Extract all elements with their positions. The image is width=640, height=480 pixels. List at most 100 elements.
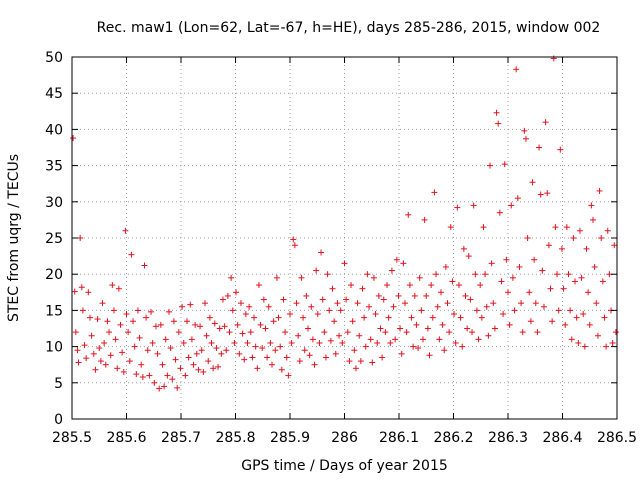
x-tick-label: 286.1 <box>379 430 419 446</box>
data-point <box>83 355 90 362</box>
data-point <box>226 329 233 336</box>
data-point <box>273 274 280 281</box>
data-point <box>457 314 464 321</box>
data-point <box>490 300 497 307</box>
data-point <box>128 251 135 258</box>
data-point <box>131 343 138 350</box>
data-point <box>354 300 361 307</box>
data-point <box>380 296 387 303</box>
data-point <box>514 195 521 202</box>
data-point <box>104 318 111 325</box>
data-point <box>403 329 410 336</box>
data-point <box>246 303 253 310</box>
data-point <box>534 329 541 336</box>
data-point <box>339 339 346 346</box>
data-point <box>257 321 264 328</box>
data-point <box>272 347 279 354</box>
data-point <box>362 343 369 350</box>
data-point <box>148 308 155 315</box>
y-tick-label: 25 <box>45 231 63 247</box>
data-point <box>459 343 466 350</box>
y-tick-label: 15 <box>45 303 63 319</box>
y-tick-label: 20 <box>45 267 63 283</box>
data-point <box>586 321 593 328</box>
data-point <box>239 330 246 337</box>
data-point <box>426 352 433 359</box>
data-point <box>278 366 285 373</box>
data-points <box>70 55 619 392</box>
data-point <box>280 296 287 303</box>
data-point <box>482 271 489 278</box>
data-point <box>133 371 140 378</box>
data-point <box>501 161 508 168</box>
data-point <box>527 318 534 325</box>
data-point <box>99 300 106 307</box>
data-point <box>580 311 587 318</box>
axis-ticks: 285.5 285.6 285.7 285.8 285.9 286 286.1 286.2 28… <box>45 50 637 446</box>
data-point <box>70 135 77 142</box>
data-point <box>154 350 161 357</box>
data-point <box>550 55 557 62</box>
y-axis-label: STEC from uqrg / TECUs <box>6 154 22 322</box>
data-point <box>609 339 616 346</box>
data-point <box>211 320 218 327</box>
data-point <box>319 296 326 303</box>
data-point <box>552 224 559 231</box>
data-point <box>134 307 141 314</box>
data-point <box>491 325 498 332</box>
data-point <box>591 263 598 270</box>
data-point <box>313 267 320 274</box>
data-point <box>309 336 316 343</box>
data-point <box>370 274 377 281</box>
data-point <box>503 256 510 263</box>
data-point <box>429 314 436 321</box>
data-point <box>270 318 277 325</box>
data-point <box>75 359 82 366</box>
data-point <box>107 352 114 359</box>
data-point <box>434 303 441 310</box>
data-point <box>241 356 248 363</box>
data-point <box>213 345 220 352</box>
data-point <box>291 242 298 249</box>
y-tick-label: 50 <box>45 50 63 66</box>
data-point <box>125 329 132 336</box>
data-point <box>117 321 124 328</box>
data-point <box>590 216 597 223</box>
data-point <box>228 274 235 281</box>
data-point <box>109 282 116 289</box>
data-point <box>159 361 166 368</box>
x-axis-label: GPS time / Days of year 2015 <box>241 458 448 474</box>
data-point <box>393 256 400 263</box>
data-point <box>110 307 117 314</box>
data-point <box>275 314 282 321</box>
data-point <box>554 271 561 278</box>
data-point <box>336 332 343 339</box>
data-point <box>418 307 425 314</box>
data-point <box>397 325 404 332</box>
data-point <box>366 303 373 310</box>
data-point <box>493 109 500 116</box>
data-point <box>123 311 130 318</box>
data-point <box>79 307 86 314</box>
data-point <box>413 321 420 328</box>
data-point <box>536 144 543 151</box>
data-point <box>598 235 605 241</box>
data-point <box>472 271 479 278</box>
data-point <box>201 300 208 307</box>
data-point <box>594 332 601 339</box>
x-tick-label: 286.2 <box>433 430 473 446</box>
data-point <box>557 146 564 153</box>
data-point <box>388 267 395 274</box>
data-point <box>85 289 92 296</box>
data-point <box>326 307 333 314</box>
data-point <box>369 359 376 366</box>
data-point <box>94 316 101 323</box>
data-point <box>101 339 108 346</box>
data-point <box>357 358 364 365</box>
data-point <box>406 282 413 289</box>
data-point <box>423 292 430 299</box>
data-point <box>467 296 474 303</box>
data-point <box>236 350 243 357</box>
data-point <box>442 263 449 270</box>
data-point <box>441 347 448 354</box>
